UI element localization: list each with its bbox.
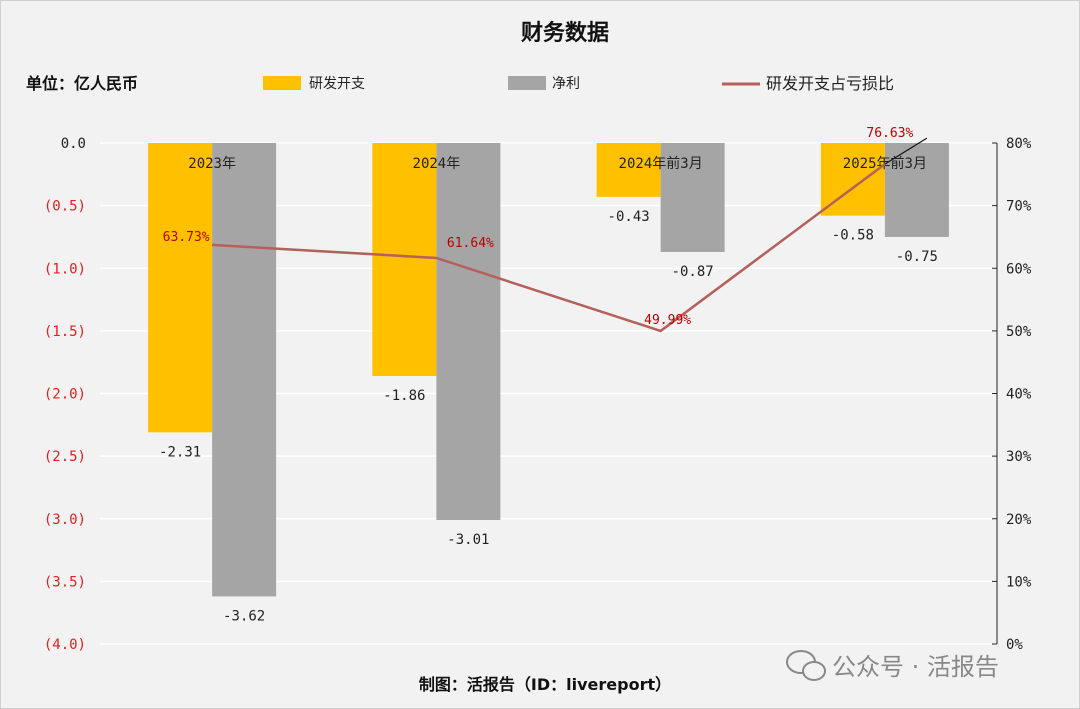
- watermark-text: 公众号 · 活报告: [832, 653, 999, 681]
- data-label: -0.75: [896, 249, 938, 265]
- bar: [884, 143, 949, 237]
- data-label: -3.01: [447, 532, 489, 548]
- y-left-tick-label: (0.5): [44, 199, 86, 215]
- y-left-tick-label: 0.0: [61, 136, 86, 152]
- y-right-tick-label: 40%: [1006, 387, 1032, 403]
- bar: [212, 143, 277, 597]
- x-category-label: 2024年前3月: [619, 155, 703, 172]
- y-left-tick-label: (1.5): [44, 324, 86, 340]
- data-label: -0.58: [832, 228, 874, 244]
- data-label: -0.87: [672, 264, 714, 280]
- y-right-tick-label: 10%: [1006, 574, 1032, 590]
- data-label: -0.43: [608, 209, 650, 225]
- plot-area: 0.0 (0.5) (1.0) (1.5) (2.0) (2.5) (3.0) (3.5) (4…: [44, 126, 1032, 653]
- y-left-tick-label: (1.0): [44, 261, 86, 277]
- bar: [148, 143, 213, 433]
- ratio-data-label: 76.63%: [866, 126, 913, 141]
- wechat-icon: [786, 650, 826, 681]
- y-left-tick-label: (3.0): [44, 512, 86, 528]
- y-left-tick-label: (2.5): [44, 449, 86, 465]
- x-category-label: 2024年: [413, 156, 461, 172]
- legend-label-ratio: 研发开支占亏损比: [766, 74, 894, 93]
- y-right-tick-label: 80%: [1006, 136, 1032, 152]
- bar: [596, 143, 661, 197]
- y-right-tick-label: 30%: [1006, 449, 1032, 465]
- legend: 研发开支 净利 研发开支占亏损比: [263, 74, 894, 93]
- y-right-tick-label: 70%: [1006, 199, 1032, 215]
- bar: [372, 143, 437, 376]
- unit-label: 单位：亿人民币: [26, 74, 138, 93]
- bar: [660, 143, 725, 252]
- footer-credit: 制图：活报告（ID：livereport）: [419, 675, 671, 694]
- y-right-tick-label: 50%: [1006, 324, 1032, 340]
- y-left-tick-label: (2.0): [44, 387, 86, 403]
- data-label: -2.31: [159, 444, 201, 460]
- legend-swatch-net-profit: [508, 76, 546, 90]
- ratio-data-label: 63.73%: [163, 230, 210, 245]
- data-label: -1.86: [383, 388, 425, 404]
- watermark: 公众号 · 活报告: [786, 650, 999, 681]
- y-right-tick-label: 60%: [1006, 261, 1032, 277]
- ratio-data-label: 49.99%: [644, 313, 691, 328]
- label-leader-line: [884, 137, 928, 165]
- chart-title: 财务数据: [521, 20, 609, 46]
- y-right-tick-label: 20%: [1006, 512, 1032, 528]
- ratio-data-label: 61.64%: [447, 236, 494, 251]
- y-right-tick-label: 0%: [1006, 637, 1023, 653]
- legend-swatch-rd: [263, 76, 301, 90]
- legend-label-rd: 研发开支: [309, 76, 365, 92]
- y-left-tick-label: (3.5): [44, 574, 86, 590]
- data-label: -3.62: [223, 608, 265, 624]
- ratio-line: [212, 163, 886, 333]
- y-left-tick-label: (4.0): [44, 637, 86, 653]
- legend-label-net-profit: 净利: [552, 76, 580, 92]
- bar: [436, 143, 501, 521]
- x-category-label: 2023年: [188, 156, 236, 172]
